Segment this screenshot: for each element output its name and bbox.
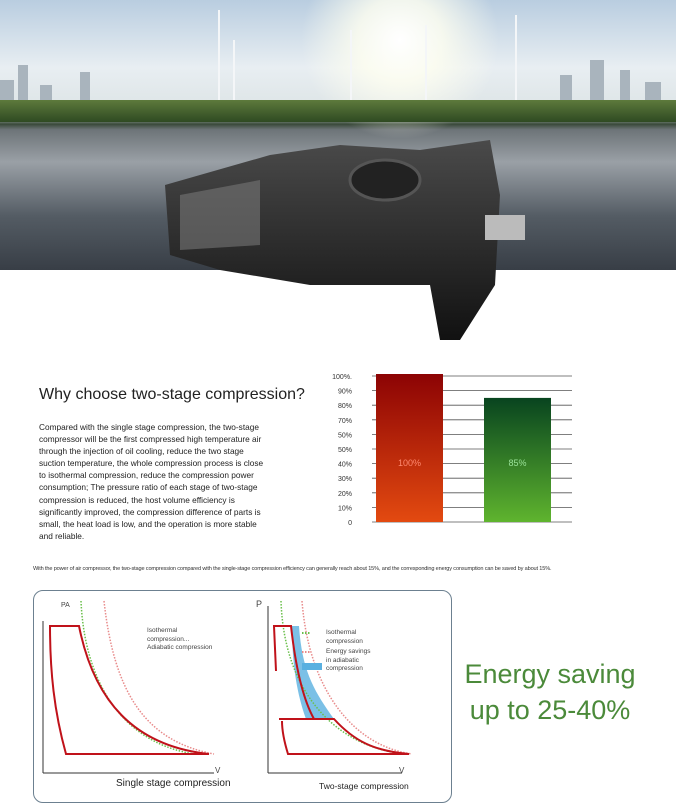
y-tick-label: 90%	[338, 389, 352, 396]
y-tick-label: 40%	[338, 462, 352, 469]
legend-text: Isothermal	[147, 627, 178, 634]
y-tick-label: 100%.	[332, 374, 352, 381]
single-stage-plot	[42, 600, 215, 774]
two-y-label: P	[256, 599, 263, 609]
efficiency-note: With the power of air compressor, the tw…	[33, 566, 552, 572]
y-tick-label: 0	[348, 520, 352, 527]
tree-line	[0, 100, 676, 122]
saving-line1: Energy saving	[464, 659, 636, 689]
single-x-label: V	[215, 766, 221, 775]
wind-turbine	[425, 25, 427, 110]
two-caption: Two-stage compression	[319, 781, 409, 791]
y-tick-label: 20%	[338, 491, 352, 498]
single-caption: Single stage compression	[116, 778, 231, 789]
efficiency-bar-chart: 100%. 90% 80% 70% 50% 50% 40% 30% 20% 10% 0 100% 85%	[332, 374, 572, 527]
section-paragraph: Compared with the single stage compressi…	[39, 422, 264, 541]
energy-saving-headline: Energy saving up to 25-40%	[455, 656, 645, 728]
building	[620, 70, 630, 120]
single-y-label: PA	[61, 602, 70, 609]
y-tick-label: 30%	[338, 476, 352, 483]
legend-text: compression...	[147, 635, 190, 643]
y-tick-label: 80%	[338, 403, 352, 410]
bar-data-label: 85%	[508, 458, 526, 468]
y-tick-label: 70%	[338, 418, 352, 425]
single-legend: Isothermal compression... Adiabatic comp…	[147, 627, 212, 653]
bar-two-stage	[484, 397, 551, 522]
wind-turbine	[233, 40, 235, 110]
y-tick-label: 10%	[338, 505, 352, 512]
building	[80, 72, 90, 120]
legend-text: Adiabatic compression	[147, 644, 213, 651]
wind-turbine	[218, 10, 220, 110]
pv-curves	[42, 600, 413, 774]
two-x-label: V	[399, 766, 405, 775]
saving-line2: up to 25-40%	[469, 695, 631, 725]
y-tick-label: 50%	[338, 432, 352, 439]
two-stage-plot	[267, 600, 413, 774]
legend-energy-savings: Energy savings in adiabatic compression	[326, 648, 371, 672]
compressor-airend-image	[165, 140, 525, 340]
bar-single-stage	[376, 374, 443, 522]
section-title: Why choose two-stage compression?	[39, 386, 305, 403]
bar-data-label: 100%	[398, 458, 421, 468]
wind-turbine	[350, 30, 352, 110]
legend-isothermal: Isothermal compression	[326, 629, 363, 645]
wind-turbine	[515, 15, 517, 110]
building	[18, 65, 28, 120]
pv-diagram-panel: PA V Isothermal compression... Adiabatic…	[33, 590, 452, 803]
y-tick-label: 50%	[338, 447, 352, 454]
